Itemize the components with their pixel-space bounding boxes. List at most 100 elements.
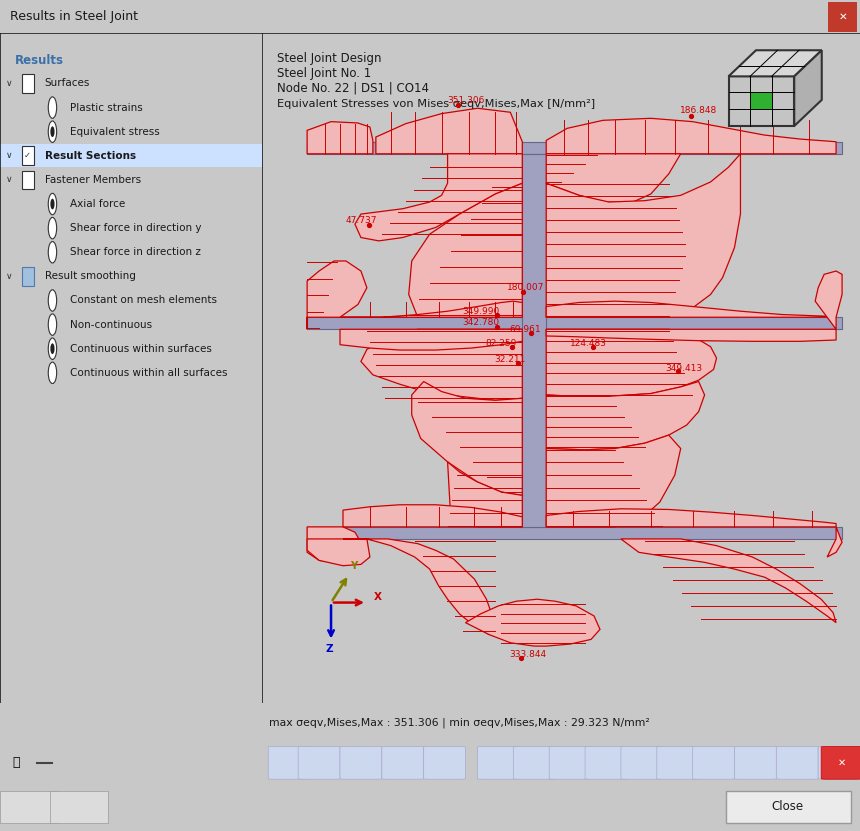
FancyBboxPatch shape <box>268 746 310 779</box>
Polygon shape <box>546 435 681 527</box>
Polygon shape <box>815 271 842 329</box>
Text: Shear force in direction z: Shear force in direction z <box>70 248 200 258</box>
FancyBboxPatch shape <box>821 746 860 779</box>
Polygon shape <box>546 154 681 202</box>
FancyBboxPatch shape <box>818 746 860 779</box>
Polygon shape <box>465 599 600 646</box>
Text: 32.211: 32.211 <box>494 355 526 364</box>
FancyBboxPatch shape <box>298 746 340 779</box>
Polygon shape <box>340 301 522 317</box>
Text: Z: Z <box>325 645 333 655</box>
Circle shape <box>51 126 54 137</box>
Polygon shape <box>546 509 836 527</box>
Circle shape <box>48 242 57 263</box>
FancyBboxPatch shape <box>828 2 857 32</box>
Circle shape <box>48 121 57 142</box>
Text: Node No. 22 | DS1 | CO14: Node No. 22 | DS1 | CO14 <box>277 81 429 95</box>
Text: ∨: ∨ <box>6 175 13 184</box>
Circle shape <box>48 97 57 118</box>
Polygon shape <box>546 329 716 396</box>
Polygon shape <box>412 381 522 495</box>
Text: 69.961: 69.961 <box>509 325 541 334</box>
Text: 186.848: 186.848 <box>680 106 717 115</box>
Circle shape <box>48 290 57 311</box>
FancyBboxPatch shape <box>50 791 108 823</box>
Text: Results in Steel Joint: Results in Steel Joint <box>10 10 138 23</box>
FancyBboxPatch shape <box>550 746 591 779</box>
Polygon shape <box>621 539 836 622</box>
Polygon shape <box>376 108 522 154</box>
Polygon shape <box>340 329 522 350</box>
Text: 180.007: 180.007 <box>507 283 544 293</box>
Polygon shape <box>546 154 740 317</box>
Text: Y: Y <box>350 561 358 571</box>
Circle shape <box>48 362 57 384</box>
FancyBboxPatch shape <box>621 746 663 779</box>
Circle shape <box>48 338 57 360</box>
Text: 333.844: 333.844 <box>510 651 547 659</box>
Text: Result Sections: Result Sections <box>45 150 136 161</box>
Circle shape <box>48 194 57 214</box>
Polygon shape <box>795 50 822 126</box>
Text: 47.737: 47.737 <box>345 216 377 225</box>
Circle shape <box>51 343 54 354</box>
Polygon shape <box>546 118 836 154</box>
Polygon shape <box>728 50 822 76</box>
Text: 351.306: 351.306 <box>447 96 484 105</box>
Text: Continuous within surfaces: Continuous within surfaces <box>70 344 212 354</box>
Polygon shape <box>343 504 522 527</box>
FancyBboxPatch shape <box>513 746 556 779</box>
Text: Steel Joint Design: Steel Joint Design <box>277 52 382 65</box>
Text: Results: Results <box>15 53 64 66</box>
Text: Axial force: Axial force <box>70 199 125 209</box>
Text: ✕: ✕ <box>838 12 847 22</box>
Text: ✓: ✓ <box>24 151 31 160</box>
FancyBboxPatch shape <box>477 746 519 779</box>
Text: X: X <box>374 593 382 602</box>
Polygon shape <box>307 539 370 566</box>
Text: ✕: ✕ <box>838 758 845 768</box>
Text: 349.990: 349.990 <box>462 307 499 316</box>
FancyBboxPatch shape <box>777 746 818 779</box>
FancyBboxPatch shape <box>424 746 465 779</box>
FancyBboxPatch shape <box>734 746 777 779</box>
Text: Constant on mesh elements: Constant on mesh elements <box>70 296 217 306</box>
Polygon shape <box>361 329 522 401</box>
FancyBboxPatch shape <box>0 791 58 823</box>
FancyBboxPatch shape <box>0 145 262 167</box>
Polygon shape <box>447 462 522 527</box>
Circle shape <box>48 314 57 336</box>
FancyBboxPatch shape <box>657 746 698 779</box>
Text: Surfaces: Surfaces <box>45 78 90 88</box>
Polygon shape <box>307 527 842 539</box>
FancyBboxPatch shape <box>22 146 34 165</box>
FancyBboxPatch shape <box>692 746 734 779</box>
Text: 342.780: 342.780 <box>462 318 499 327</box>
Text: ∨: ∨ <box>6 79 13 88</box>
Polygon shape <box>307 261 367 329</box>
FancyBboxPatch shape <box>22 170 34 189</box>
Text: 82.259: 82.259 <box>486 339 517 348</box>
Text: Plastic strains: Plastic strains <box>70 102 142 112</box>
Text: 349.413: 349.413 <box>665 364 703 372</box>
Polygon shape <box>307 142 842 154</box>
Text: 124.483: 124.483 <box>569 339 606 348</box>
Text: max σeqv,Mises,Max : 351.306 | min σeqv,Mises,Max : 29.323 N/mm²: max σeqv,Mises,Max : 351.306 | min σeqv,… <box>269 718 650 728</box>
Polygon shape <box>307 121 373 154</box>
Text: Shear force in direction y: Shear force in direction y <box>70 224 201 234</box>
FancyBboxPatch shape <box>22 74 34 93</box>
Polygon shape <box>307 317 842 329</box>
Text: Non-continuous: Non-continuous <box>70 320 151 330</box>
Circle shape <box>48 218 57 238</box>
FancyBboxPatch shape <box>22 267 34 286</box>
Polygon shape <box>408 184 522 317</box>
Polygon shape <box>728 76 795 126</box>
FancyBboxPatch shape <box>726 791 851 823</box>
FancyBboxPatch shape <box>382 746 424 779</box>
Text: Equivalent stress: Equivalent stress <box>70 126 159 136</box>
Polygon shape <box>546 381 704 450</box>
Text: Equivalent Stresses von Mises σeqv,Mises,Max [N/mm²]: Equivalent Stresses von Mises σeqv,Mises… <box>277 99 595 109</box>
Text: Fastener Members: Fastener Members <box>45 175 141 185</box>
Text: Result smoothing: Result smoothing <box>45 272 136 282</box>
Text: Close: Close <box>771 800 804 814</box>
